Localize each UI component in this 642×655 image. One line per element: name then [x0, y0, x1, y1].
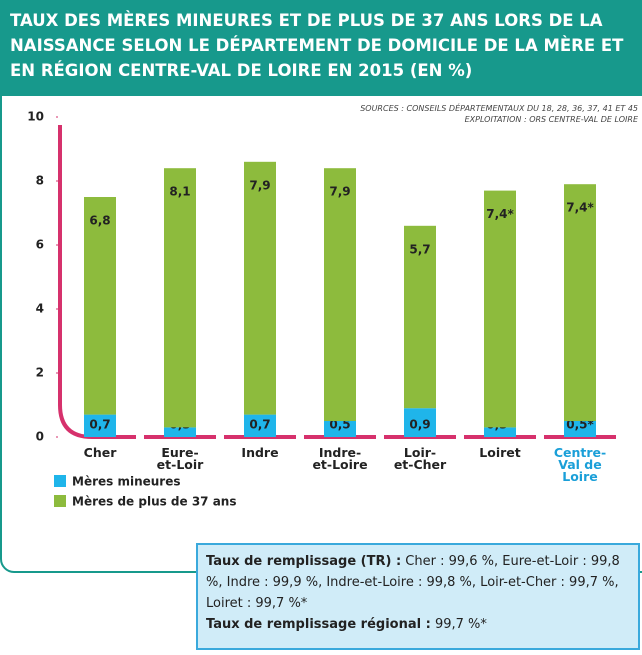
note-text: 99,7 %*: [434, 617, 487, 632]
bar-segment: [404, 408, 436, 437]
source: SOURCES : CONSEILS DÉPARTEMENTAUX DU 18,…: [360, 104, 638, 113]
x-tick-label: Eure- et-Loir: [156, 445, 204, 472]
x-tick-label: Indre- et-Loire: [312, 445, 368, 472]
data-label: 5,7: [409, 242, 430, 256]
bar-segment: [244, 161, 276, 415]
legend-label: Mères mineures: [72, 475, 181, 489]
data-label: 6,8: [89, 214, 110, 228]
source: EXPLOITATION : ORS CENTRE-VAL DE LOIRE: [464, 115, 638, 124]
data-label: 7,9: [329, 185, 350, 199]
bar-segment: [484, 190, 516, 428]
x-tick-label: Loiret: [479, 445, 521, 460]
data-label: 8,1: [169, 185, 190, 199]
bar-segment: [164, 427, 196, 437]
legend-swatch: [54, 495, 66, 507]
bar-segment: [564, 421, 596, 437]
bar-segment: [244, 414, 276, 437]
x-tick-label: Loir- et-Cher: [393, 445, 447, 472]
note-text: Cher : 99,6 %, Eure-et-Loir : 99,8 %, In…: [206, 554, 620, 611]
data-label: 7,9: [249, 178, 270, 192]
bar-segment: [84, 414, 116, 437]
bar-segment: [324, 168, 356, 421]
bar-segment: [164, 168, 196, 428]
x-tick-label: Indre: [241, 445, 279, 460]
data-label: 7,4*: [486, 207, 514, 221]
data-label: 0,7: [249, 418, 270, 432]
bar-segment: [84, 197, 116, 415]
y-tick-label: 10: [27, 110, 44, 124]
bar-segment: [484, 427, 516, 437]
x-tick-label: Centre- Val de Loire: [553, 445, 607, 484]
data-label: 7,4*: [566, 201, 594, 215]
bar-segment: [404, 225, 436, 409]
legend-swatch: [54, 475, 66, 487]
note-label: Taux de remplissage (TR) :: [206, 554, 402, 569]
note-label: Taux de remplissage régional :: [206, 617, 431, 632]
chart-title: TAUX DES MÈRES MINEURES ET DE PLUS DE 37…: [0, 0, 642, 96]
data-label: 0,7: [89, 418, 110, 432]
y-tick-label: 0: [36, 430, 44, 444]
y-tick-label: 2: [36, 366, 44, 380]
bar-segment: [564, 184, 596, 421]
x-tick-label: Cher: [83, 445, 117, 460]
y-tick-label: 6: [36, 238, 44, 252]
y-tick-label: 4: [36, 302, 44, 316]
data-label: 0,9: [409, 418, 430, 432]
chart: 02468100,76,80,38,10,77,90,57,90,95,70,3…: [27, 110, 616, 509]
bar-segment: [324, 421, 356, 437]
legend-label: Mères de plus de 37 ans: [72, 495, 237, 509]
y-tick-label: 8: [36, 174, 44, 188]
note-box: Taux de remplissage (TR) : Cher : 99,6 %…: [196, 543, 640, 650]
